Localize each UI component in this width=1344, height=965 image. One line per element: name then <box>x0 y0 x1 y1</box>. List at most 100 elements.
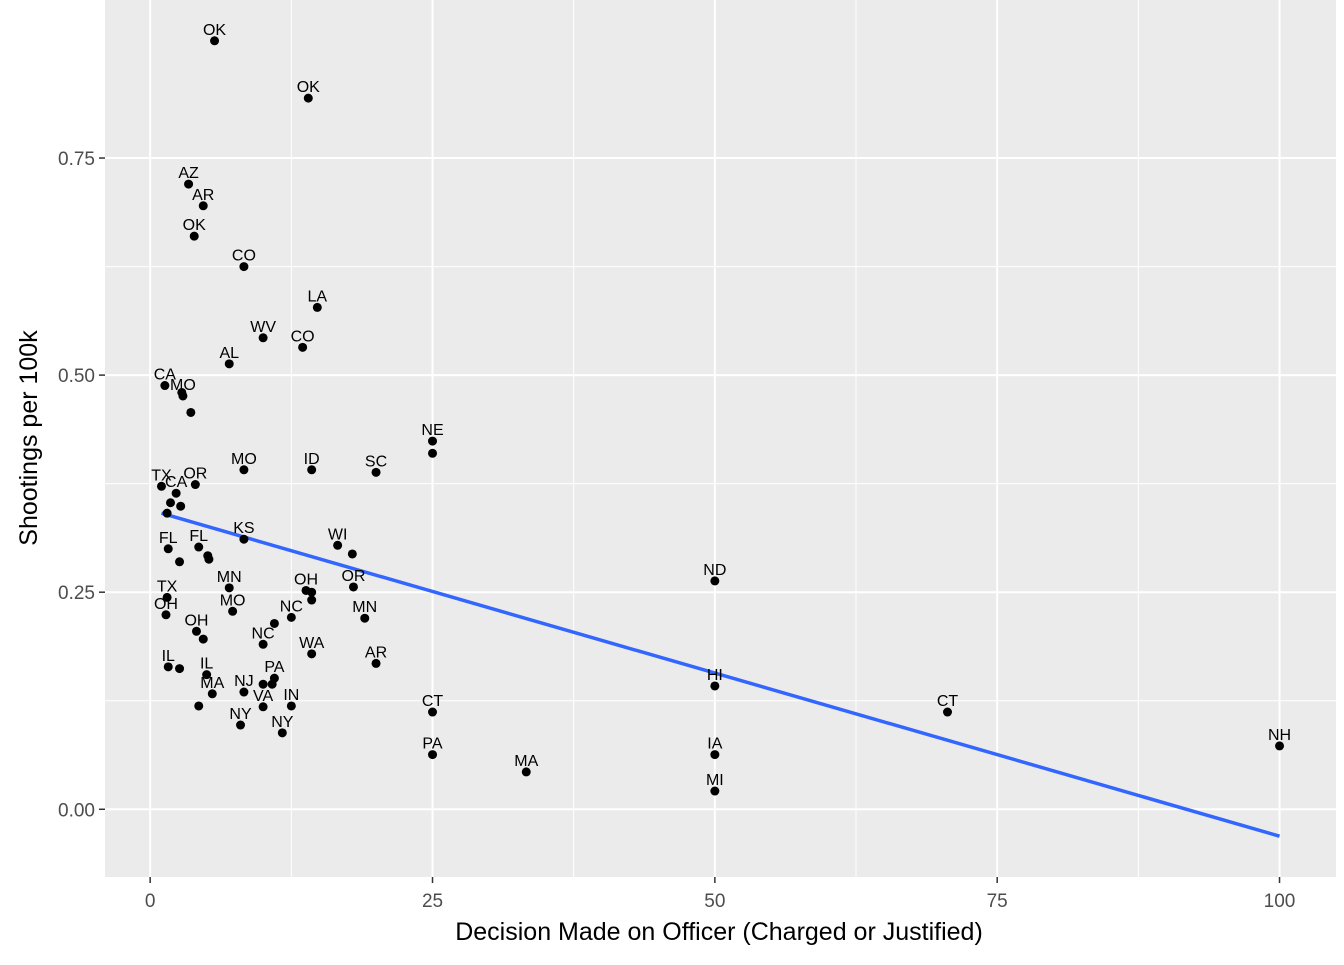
data-point-label: MA <box>200 675 224 692</box>
data-point-label: SC <box>365 453 387 470</box>
data-point-label: CA <box>154 367 177 384</box>
data-point <box>258 679 268 689</box>
data-point-label: CA <box>165 474 188 491</box>
data-point <box>298 342 308 352</box>
data-point-label: ND <box>703 562 726 579</box>
data-point-label: PA <box>264 659 284 676</box>
data-point-label: NY <box>271 714 294 731</box>
data-point <box>191 626 201 636</box>
data-point <box>428 707 438 717</box>
data-point-label: NC <box>252 625 275 642</box>
data-point <box>267 679 277 689</box>
trend-layer <box>160 511 1281 838</box>
data-point <box>163 662 173 672</box>
data-point <box>333 540 343 550</box>
data-point <box>269 618 279 628</box>
data-point <box>176 501 186 511</box>
data-point <box>178 391 188 401</box>
points-layer <box>156 36 1285 796</box>
data-point-label: WA <box>299 635 325 652</box>
data-point <box>307 465 317 475</box>
data-point-label: AZ <box>178 165 199 182</box>
data-point <box>162 592 172 602</box>
data-point-label: OH <box>184 612 208 629</box>
data-point <box>277 728 287 738</box>
data-point-label: MN <box>217 569 242 586</box>
data-point-label: TX <box>157 578 178 595</box>
data-point <box>161 610 171 620</box>
data-point-label: CT <box>937 693 959 710</box>
data-point <box>204 554 214 564</box>
x-tick-label: 25 <box>422 891 443 912</box>
data-point <box>239 262 249 272</box>
data-point-label: OK <box>183 217 206 234</box>
data-point <box>207 689 217 699</box>
x-axis-title: Decision Made on Officer (Charged or Jus… <box>455 918 983 946</box>
data-point <box>198 201 208 211</box>
data-point <box>348 582 358 592</box>
data-point-label: IA <box>707 736 722 753</box>
data-point-label: AL <box>219 345 239 362</box>
data-point-label: OR <box>183 466 207 483</box>
data-point <box>166 498 176 508</box>
data-point <box>307 587 317 597</box>
data-point <box>360 613 370 623</box>
data-point-label: CT <box>422 693 444 710</box>
data-point <box>224 359 234 369</box>
data-point <box>428 436 438 446</box>
y-axis: 0.00 0.25 0.50 0.75 <box>58 149 105 821</box>
data-point <box>371 658 381 668</box>
data-point-label: FL <box>159 530 178 547</box>
data-point-label: OK <box>297 79 320 96</box>
data-point-label: IL <box>162 648 175 665</box>
y-axis-title: Shootings per 100k <box>15 330 43 546</box>
data-point-label: NC <box>280 598 303 615</box>
data-point <box>1275 741 1285 751</box>
data-point <box>239 465 249 475</box>
data-point-label: NY <box>229 706 252 723</box>
data-point <box>190 480 200 490</box>
data-point-label: HI <box>707 667 723 684</box>
data-point <box>189 231 199 241</box>
trend-line <box>160 511 1281 838</box>
data-point <box>175 664 185 674</box>
data-point <box>210 36 220 46</box>
data-point-label: LA <box>308 288 328 305</box>
data-point <box>156 481 166 491</box>
data-point-label: MO <box>220 592 246 609</box>
data-point-label: AR <box>192 187 214 204</box>
data-point <box>186 407 196 417</box>
data-point <box>194 701 204 711</box>
y-tick-label: 0.25 <box>58 583 95 604</box>
y-tick-label: 0.75 <box>58 149 95 170</box>
x-tick-label: 100 <box>1264 891 1296 912</box>
data-point <box>943 707 953 717</box>
major-gridlines <box>105 0 1336 877</box>
data-point <box>710 576 720 586</box>
data-point <box>163 544 173 554</box>
data-point-label: MI <box>706 772 724 789</box>
data-point-label: ID <box>304 451 320 468</box>
data-point-label: NJ <box>234 673 254 690</box>
data-point-label: WV <box>250 319 276 336</box>
data-point-label: AR <box>365 644 387 661</box>
data-point-label: KS <box>233 520 254 537</box>
data-point <box>428 448 438 458</box>
data-point-label: MA <box>514 753 538 770</box>
data-point <box>228 606 238 616</box>
data-point-label: MO <box>170 377 196 394</box>
data-point-label: WI <box>328 526 348 543</box>
x-axis: 0 25 50 75 100 <box>145 877 1295 912</box>
data-point <box>198 634 208 644</box>
data-point <box>258 333 268 343</box>
data-point-label: OH <box>154 596 178 613</box>
data-point-label: IL <box>200 656 213 673</box>
data-point <box>710 750 720 760</box>
data-point-label: OH <box>294 571 318 588</box>
data-point <box>521 767 531 777</box>
panel-background <box>105 0 1336 877</box>
data-point <box>175 557 185 567</box>
